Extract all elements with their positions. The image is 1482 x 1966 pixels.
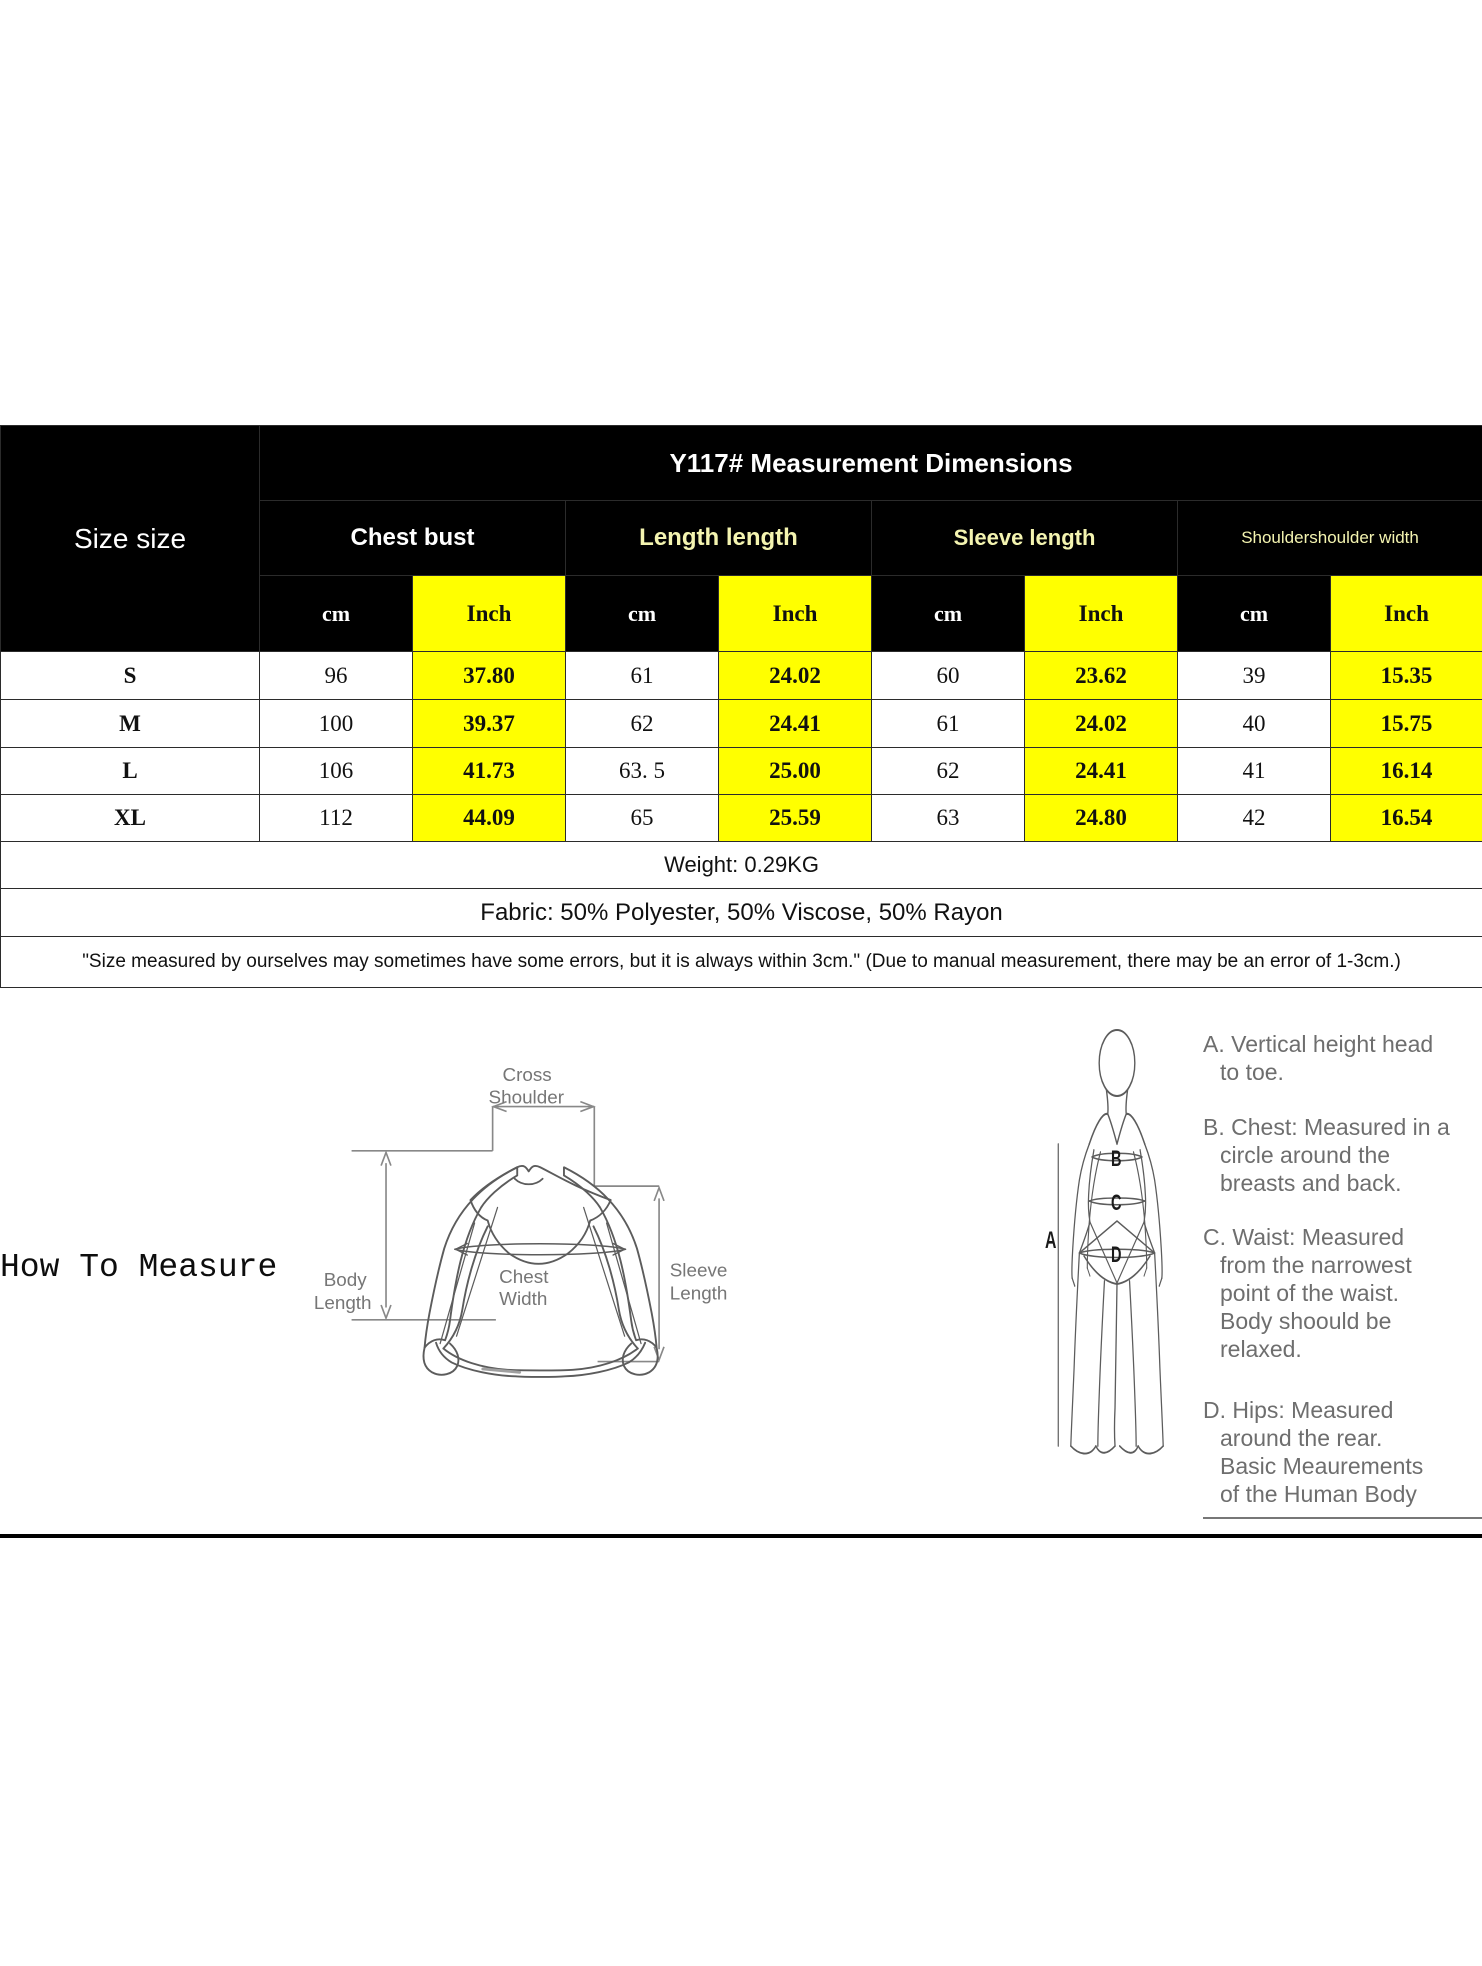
svg-text:A. Vertical height head: A. Vertical height head xyxy=(1203,1031,1433,1057)
svg-text:Length: Length xyxy=(670,1282,728,1303)
svg-text:Body shoould be: Body shoould be xyxy=(1220,1308,1391,1334)
svg-text:D: D xyxy=(1111,1242,1121,1267)
svg-text:Basic Meaurements: Basic Meaurements xyxy=(1220,1453,1423,1479)
svg-text:Sleeve: Sleeve xyxy=(670,1259,728,1280)
svg-text:Width: Width xyxy=(499,1288,547,1309)
svg-text:from the narrowest: from the narrowest xyxy=(1220,1252,1412,1278)
svg-text:Body: Body xyxy=(324,1269,368,1290)
svg-text:point of the waist.: point of the waist. xyxy=(1220,1280,1399,1306)
svg-text:D. Hips: Measured: D. Hips: Measured xyxy=(1203,1397,1393,1423)
svg-text:B. Chest: Measured in a: B. Chest: Measured in a xyxy=(1203,1114,1450,1140)
svg-text:A: A xyxy=(1045,1228,1057,1254)
svg-text:C. Waist: Measured: C. Waist: Measured xyxy=(1203,1224,1404,1250)
svg-text:Chest: Chest xyxy=(499,1266,549,1287)
svg-text:around the rear.: around the rear. xyxy=(1220,1425,1382,1451)
svg-text:breasts and back.: breasts and back. xyxy=(1220,1170,1402,1196)
svg-text:relaxed.: relaxed. xyxy=(1220,1336,1302,1362)
svg-text:to toe.: to toe. xyxy=(1220,1059,1284,1085)
svg-text:of the Human Body: of the Human Body xyxy=(1220,1481,1417,1507)
svg-text:Length: Length xyxy=(314,1292,372,1313)
svg-text:Cross: Cross xyxy=(502,1064,551,1085)
svg-text:circle around the: circle around the xyxy=(1220,1142,1390,1168)
svg-text:Shoulder: Shoulder xyxy=(489,1086,565,1107)
svg-text:B: B xyxy=(1111,1146,1121,1171)
svg-text:C: C xyxy=(1111,1190,1121,1215)
